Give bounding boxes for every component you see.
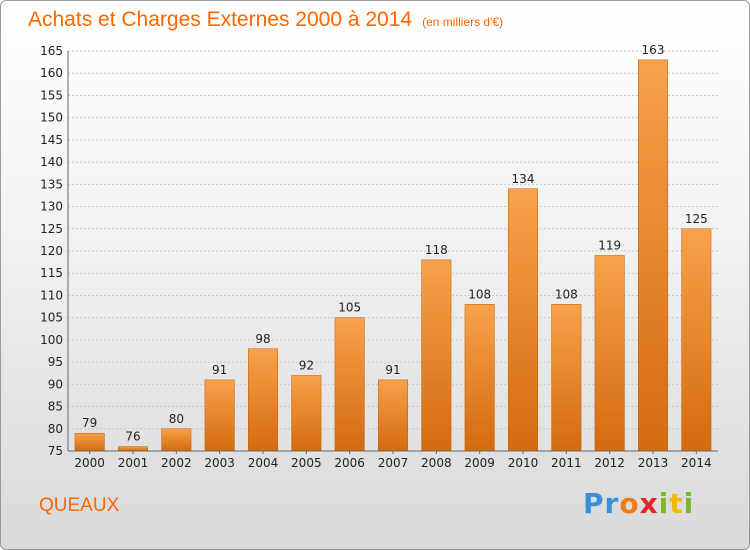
data-label-2002: 80 — [169, 412, 184, 426]
bar-2008 — [421, 259, 452, 452]
y-tick-label: 150 — [40, 111, 63, 125]
y-tick-label: 135 — [40, 177, 63, 191]
y-tick-label: 115 — [40, 266, 63, 280]
x-tick-label: 2003 — [204, 456, 235, 470]
logo-letter: r — [604, 487, 620, 520]
data-label-2011: 108 — [555, 287, 578, 301]
y-tick-label: 120 — [40, 244, 63, 258]
x-tick-label: 2004 — [248, 456, 279, 470]
y-tick-label: 105 — [40, 311, 63, 325]
x-tick-label: 2009 — [464, 456, 495, 470]
y-tick-label: 130 — [40, 200, 63, 214]
chart-title: Achats et Charges Externes 2000 à 2014 (e… — [28, 8, 503, 32]
data-label-2005: 92 — [299, 358, 314, 372]
logo-letter: x — [639, 487, 659, 520]
y-tick-label: 100 — [40, 333, 63, 347]
x-tick-label: 2011 — [551, 456, 582, 470]
bar-2012 — [594, 255, 625, 452]
y-tick-label: 80 — [48, 422, 63, 436]
y-tick-label: 90 — [48, 377, 63, 391]
data-label-2013: 163 — [642, 43, 665, 57]
chart-title-text: Achats et Charges Externes 2000 à 2014 — [28, 8, 413, 31]
y-tick-label: 145 — [40, 133, 63, 147]
data-label-2006: 105 — [338, 301, 361, 315]
bar-2010 — [508, 188, 538, 452]
bar-2011 — [551, 304, 582, 452]
y-tick-label: 75 — [48, 444, 63, 458]
bars: 79 76 80 91 98 92 105 91 118 108 134 108 119 163 125 — [74, 43, 712, 452]
logo-letter: i — [683, 487, 695, 520]
bar-2009 — [464, 304, 495, 452]
bar-2013 — [638, 59, 668, 452]
bar-2001 — [118, 446, 148, 452]
data-label-2010: 134 — [512, 172, 535, 186]
logo-letter: P — [583, 487, 605, 520]
data-label-2001: 76 — [125, 430, 140, 444]
data-label-2004: 98 — [255, 332, 270, 346]
bar-2006 — [334, 317, 365, 452]
bar-2007 — [378, 379, 408, 452]
logo-letter: i — [658, 487, 670, 520]
axes: 75 80 85 90 95 100 105 110 115 120 125 130 135 140 145… — [40, 44, 718, 470]
x-tick-label: 2002 — [161, 456, 192, 470]
x-tick-label: 2013 — [638, 456, 669, 470]
x-tick-label: 2014 — [681, 456, 712, 470]
data-label-2007: 91 — [385, 363, 400, 377]
x-tick-label: 2006 — [334, 456, 365, 470]
data-label-2009: 108 — [468, 287, 491, 301]
logo-letter: t — [669, 487, 684, 520]
y-tick-label: 160 — [40, 66, 63, 80]
x-tick-label: 2007 — [378, 456, 409, 470]
bar-2002 — [161, 428, 192, 452]
y-tick-label: 85 — [48, 400, 63, 414]
data-label-2014: 125 — [685, 212, 708, 226]
bar-2000 — [74, 432, 105, 452]
y-tick-label: 140 — [40, 155, 63, 169]
data-label-2003: 91 — [212, 363, 227, 377]
x-tick-label: 2012 — [594, 456, 625, 470]
y-tick-label: 165 — [40, 44, 63, 58]
x-tick-label: 2005 — [291, 456, 322, 470]
chart-unit: (en milliers d'€) — [422, 15, 504, 29]
data-label-2000: 79 — [82, 416, 97, 430]
y-tick-label: 125 — [40, 222, 63, 236]
x-tick-label: 2010 — [508, 456, 539, 470]
commune-name: QUEAUX — [39, 495, 120, 516]
bar-2014 — [681, 228, 712, 452]
proxiti-logo: Proxiti — [583, 487, 694, 520]
bar-2003 — [204, 379, 235, 452]
data-label-2012: 119 — [598, 238, 621, 252]
bar-2005 — [291, 375, 322, 452]
y-tick-label: 110 — [40, 288, 63, 302]
bar-2004 — [248, 348, 278, 452]
x-tick-label: 2001 — [118, 456, 149, 470]
y-tick-label: 155 — [40, 88, 63, 102]
x-tick-label: 2000 — [74, 456, 105, 470]
x-tick-label: 2008 — [421, 456, 452, 470]
data-label-2008: 118 — [425, 243, 448, 257]
logo-letter: o — [619, 487, 640, 520]
y-tick-label: 95 — [48, 355, 63, 369]
